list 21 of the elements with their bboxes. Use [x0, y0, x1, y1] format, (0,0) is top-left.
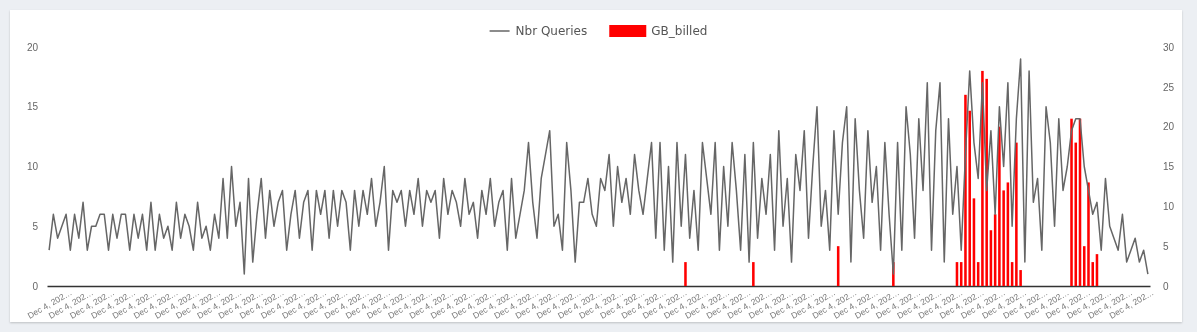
- bar: [684, 262, 687, 286]
- y-tick-label: 5: [32, 220, 39, 232]
- legend-label: GB_billed: [651, 24, 708, 38]
- y-tick-label: 20: [26, 41, 39, 53]
- y2-tick-label: 10: [1163, 201, 1175, 213]
- bar: [1070, 118, 1073, 286]
- y-tick-label: 10: [26, 161, 39, 173]
- y2-tick-label: 30: [1163, 41, 1175, 53]
- line-series: [48, 58, 1149, 275]
- y2-tick-label: 0: [1163, 280, 1169, 292]
- y2-tick-label: 25: [1163, 81, 1175, 93]
- bar: [998, 126, 1001, 286]
- bar: [752, 262, 755, 286]
- y2-tick-label: 5: [1163, 240, 1169, 252]
- bar: [1087, 182, 1090, 286]
- y2-tick-label: 20: [1163, 121, 1175, 133]
- y-tick-label: 15: [26, 101, 39, 113]
- y-tick-label: 0: [32, 280, 39, 292]
- legend-label: Nbr Queries: [515, 24, 588, 38]
- y2-tick-label: 15: [1163, 161, 1175, 173]
- bar: [1015, 142, 1018, 286]
